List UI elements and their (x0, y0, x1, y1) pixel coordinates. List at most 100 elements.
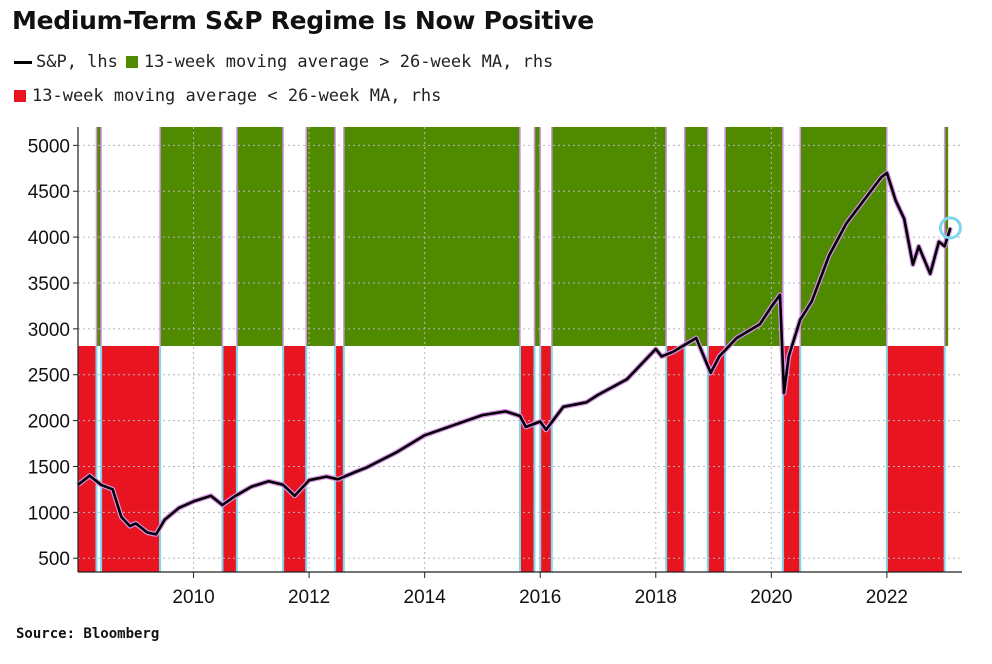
regime-red-1 (101, 346, 161, 572)
legend-label-red: 13-week moving average < 26-week MA, rhs (32, 86, 442, 106)
sp-point-42 (718, 355, 720, 357)
sp-point-6 (135, 522, 137, 524)
source-note: Source: Bloomberg (16, 626, 160, 642)
sp-line (77, 171, 952, 536)
sp-point-36 (626, 378, 628, 380)
legend-item-green: 13-week moving average > 26-week MA, rhs (125, 52, 553, 72)
regime-green-9 (800, 127, 887, 346)
y-tick-label-2: 1500 (28, 457, 70, 478)
regime-red-3 (283, 346, 307, 572)
sp-point-37 (655, 348, 657, 350)
sp-point-52 (845, 222, 848, 224)
sp-point-10 (178, 507, 180, 509)
regime-green-5 (534, 127, 541, 346)
regime-green-0 (96, 127, 102, 346)
sp-point-25 (424, 434, 426, 436)
sp-point-27 (481, 414, 484, 416)
legend-swatch-red (14, 90, 26, 102)
sp-point-14 (233, 496, 235, 498)
regime-green-8 (725, 127, 783, 346)
x-tick-label-3: 2016 (519, 587, 561, 608)
sp-point-38 (660, 355, 663, 357)
legend-label-sp: S&P, lhs (36, 52, 118, 72)
x-tick-label-0: 2010 (172, 587, 214, 608)
sp-point-60 (929, 273, 931, 275)
sp-point-13 (221, 504, 224, 506)
sp-point-1 (88, 475, 91, 477)
sp-point-4 (120, 516, 122, 518)
sp-point-59 (918, 245, 920, 247)
sp-point-28 (504, 410, 507, 413)
sp-point-3 (112, 488, 114, 491)
regime-green-6 (551, 127, 667, 346)
sp-point-47 (783, 392, 785, 394)
sp-point-17 (282, 484, 284, 486)
y-tick-label-0: 500 (38, 549, 70, 570)
sp-point-34 (585, 401, 588, 403)
regime-red-4 (335, 346, 344, 572)
regime-green-7 (684, 127, 708, 346)
sp-point-55 (886, 172, 888, 174)
sp-point-35 (597, 394, 599, 396)
legend-item-sp: S&P, lhs (14, 52, 118, 72)
regime-red-10 (886, 346, 945, 572)
sp-point-53 (863, 199, 865, 202)
sp-point-18 (294, 495, 296, 497)
sp-point-16 (268, 480, 270, 482)
regime-green-2 (236, 127, 284, 346)
y-tick-label-8: 4500 (28, 182, 70, 203)
sp-point-49 (799, 319, 801, 321)
x-tick-label-1: 2012 (288, 587, 330, 608)
regime-red-8 (707, 346, 726, 572)
sp-point-39 (672, 351, 674, 353)
regime-red-5 (520, 346, 535, 572)
sp-point-30 (525, 426, 527, 428)
y-tick-label-5: 3000 (28, 320, 70, 341)
sp-point-31 (539, 420, 541, 423)
y-tick-label-1: 1000 (28, 503, 70, 524)
y-tick-label-7: 4000 (28, 228, 70, 249)
sp-point-22 (354, 471, 356, 473)
regime-red-0 (78, 346, 97, 572)
sp-point-56 (894, 199, 897, 202)
sp-point-5 (129, 525, 131, 527)
axes: 500 1000 1500 2000 2500 3000 3500 4000 4500 5000 2… (28, 127, 962, 608)
sp-point-46 (779, 294, 781, 296)
sp-point-40 (695, 337, 697, 339)
regime-red-9 (782, 346, 801, 572)
regime-green-1 (160, 127, 223, 346)
sp-point-43 (736, 337, 738, 339)
y-tick-label-6: 3500 (28, 274, 70, 295)
sp-point-24 (395, 452, 397, 454)
regime-green-4 (343, 127, 520, 346)
sp-point-54 (880, 176, 882, 179)
grid-lines (78, 127, 962, 572)
sp-point-9 (164, 519, 166, 521)
sp-point-11 (192, 500, 195, 502)
x-tick-label-4: 2018 (635, 587, 677, 608)
x-tick-label-6: 2022 (866, 587, 908, 608)
sp-point-15 (250, 486, 252, 488)
sp-point-58 (912, 264, 914, 266)
sp-point-20 (325, 475, 328, 478)
sp-point-12 (210, 495, 212, 497)
sp-point-7 (146, 531, 148, 534)
sp-point-33 (562, 406, 564, 408)
sp-point-50 (811, 300, 813, 302)
sp-point-48 (788, 355, 790, 357)
y-tick-label-4: 2500 (28, 366, 70, 387)
chart-title: Medium-Term S&P Regime Is Now Positive (12, 6, 594, 35)
sp-series (76, 170, 962, 537)
sp-point-57 (903, 218, 905, 220)
y-tick-label-3: 2000 (28, 412, 70, 433)
sp-point-61 (938, 241, 940, 243)
legend-row-1: S&P, lhs 13-week moving average > 26-wee… (14, 52, 561, 72)
legend-row-2: 13-week moving average < 26-week MA, rhs (14, 86, 449, 106)
sp-point-51 (828, 254, 830, 257)
sp-point-21 (337, 478, 339, 480)
sp-point-32 (545, 429, 547, 431)
y-tick-label-9: 5000 (28, 136, 70, 157)
sp-point-41 (710, 372, 712, 374)
sp-point-19 (308, 479, 310, 481)
x-tick-label-2: 2014 (404, 587, 447, 608)
